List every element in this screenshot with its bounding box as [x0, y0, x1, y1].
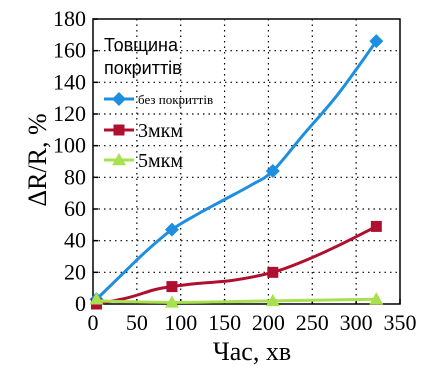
series-1 — [91, 220, 382, 310]
series-2 — [89, 292, 384, 308]
data-point-2-1 — [164, 295, 179, 308]
data-point-1-2 — [267, 266, 279, 278]
y-tick-label-4: 80 — [64, 164, 86, 189]
x-tick-label-0: 0 — [88, 310, 99, 335]
legend-label-2: 5мкм — [138, 150, 183, 172]
data-point-1-3 — [370, 220, 382, 232]
y-tick-label-1: 20 — [64, 259, 86, 284]
data-point-0-3 — [369, 34, 384, 49]
x-axis-label: Час, хв — [213, 337, 291, 366]
x-tick-label-1: 50 — [126, 310, 148, 335]
x-tick-label-7: 350 — [384, 310, 417, 335]
x-tick-label-3: 150 — [208, 310, 241, 335]
y-tick-label-8: 160 — [53, 38, 86, 63]
legend-label-1: 3мкм — [138, 120, 183, 142]
series-line-0 — [95, 40, 378, 301]
x-tick-label-4: 200 — [252, 310, 285, 335]
x-tick-label-2: 100 — [164, 310, 197, 335]
series-layer — [89, 34, 384, 310]
y-tick-label-2: 40 — [64, 228, 86, 253]
legend-title-line2: покриттів — [104, 58, 182, 78]
y-tick-label-0: 0 — [75, 291, 86, 316]
data-point-2-2 — [265, 293, 280, 307]
series-line-2 — [96, 297, 377, 304]
y-tick-label-3: 60 — [64, 196, 86, 221]
data-point-0-2 — [265, 164, 280, 178]
legend-label-0: без покриттів — [138, 92, 213, 107]
y-tick-label-9: 180 — [53, 6, 86, 31]
series-line-1 — [96, 225, 377, 306]
data-point-0-1 — [164, 222, 179, 237]
x-tick-label-5: 250 — [296, 310, 329, 335]
series-0 — [89, 34, 384, 307]
y-tick-label-5: 100 — [53, 133, 86, 158]
data-point-1-1 — [166, 281, 178, 293]
axis-ticks: 0 20 40 60 80 100 120 140 160 180 0 50 100 150 200 250 3… — [53, 6, 417, 335]
y-tick-label-6: 120 — [53, 101, 86, 126]
legend: Товщина покриттів без покриттів 3мкм 5мкм — [104, 35, 213, 172]
x-tick-label-6: 300 — [340, 310, 373, 335]
legend-marker-2 — [112, 153, 126, 166]
legend-title-line1: Товщина — [104, 35, 179, 55]
y-tick-label-7: 140 — [53, 69, 86, 94]
data-point-2-0 — [89, 292, 104, 305]
legend-marker-0 — [112, 92, 126, 106]
legend-marker-1 — [113, 124, 125, 136]
data-point-2-3 — [369, 292, 384, 305]
y-axis-label: ΔR/R, % — [23, 113, 52, 206]
plot-frame — [92, 18, 401, 305]
